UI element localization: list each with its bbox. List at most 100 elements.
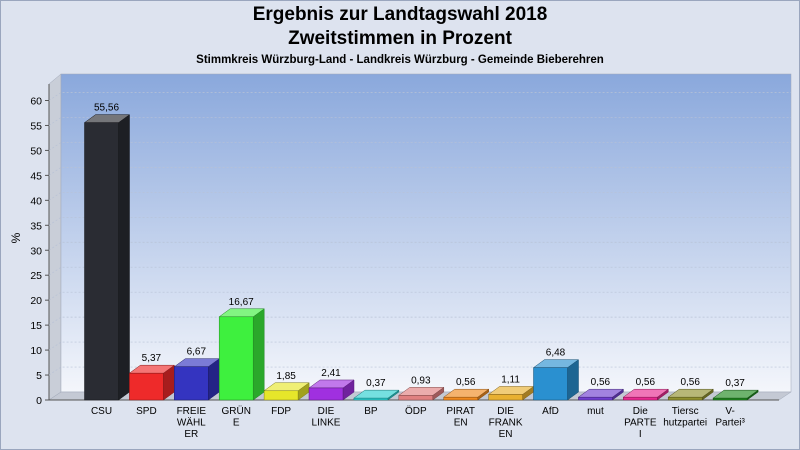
x-tick-label: V- xyxy=(725,406,734,417)
y-tick-label: 60 xyxy=(30,96,42,108)
y-tick-label: 55 xyxy=(30,120,42,132)
x-tick-label: AfD xyxy=(542,406,559,417)
grid-line xyxy=(48,291,791,301)
grid-line xyxy=(48,316,791,326)
data-label: 0,56 xyxy=(456,377,476,388)
bar xyxy=(173,358,221,401)
bar-front xyxy=(129,372,164,401)
data-label: 55,56 xyxy=(94,103,119,114)
data-label: 1,11 xyxy=(501,374,520,385)
bar-side xyxy=(118,114,130,401)
data-label: 0,37 xyxy=(366,378,386,389)
data-label: 16,67 xyxy=(229,297,254,308)
x-tick-label: BP xyxy=(364,406,378,417)
bar-front xyxy=(263,390,299,401)
bar xyxy=(577,388,625,401)
x-tick-label: PIRAT xyxy=(446,406,475,417)
data-label: 6,48 xyxy=(546,348,566,359)
x-tick-label: FRANK xyxy=(489,418,523,429)
grid-line xyxy=(48,191,791,201)
grid-line xyxy=(48,142,791,151)
bar xyxy=(667,388,714,401)
y-tick-label: 45 xyxy=(30,170,42,182)
x-tick-label: Tiersc xyxy=(672,406,699,417)
bar-front xyxy=(533,367,568,401)
grid-line xyxy=(48,92,791,101)
grid-line xyxy=(48,117,791,126)
plot-background xyxy=(60,73,792,393)
bar xyxy=(218,308,265,401)
x-tick-label: ER xyxy=(184,429,198,440)
bar xyxy=(712,389,759,401)
bar-side xyxy=(252,308,265,401)
grid-line xyxy=(48,167,791,176)
x-tick-label: LINKE xyxy=(312,418,341,429)
grid-line xyxy=(48,341,791,351)
y-tick-label: 50 xyxy=(30,145,42,157)
x-tick-label: PARTE xyxy=(624,418,657,429)
chart-title: Ergebnis zur Landtagswahl 2018 xyxy=(252,4,548,25)
bar-front xyxy=(218,316,254,401)
bar xyxy=(487,385,535,401)
grid-line xyxy=(48,216,791,226)
y-tick-label: 15 xyxy=(30,320,42,332)
bar xyxy=(308,379,355,401)
data-label: 5,37 xyxy=(142,353,162,364)
y-tick-label: 20 xyxy=(30,295,42,307)
bar-front xyxy=(174,366,209,401)
x-tick-label: FREIE xyxy=(177,406,207,417)
data-label: 6,67 xyxy=(187,347,207,358)
data-label: 0,56 xyxy=(680,377,700,388)
bar xyxy=(353,389,400,401)
x-tick-label: E xyxy=(233,418,240,429)
bar-front xyxy=(398,395,434,401)
x-tick-label: hutzpartei xyxy=(663,418,707,429)
bar-front xyxy=(667,396,703,401)
bar-front xyxy=(353,397,389,401)
x-tick-label: I xyxy=(639,429,642,440)
chart-subtitle: Stimmkreis Würzburg-Land - Landkreis Wür… xyxy=(196,54,604,66)
y-tick-label: 35 xyxy=(30,220,42,232)
bar xyxy=(128,364,176,401)
bar xyxy=(398,386,445,401)
bar-front xyxy=(443,396,478,401)
data-label: 0,37 xyxy=(725,378,745,389)
bar-front xyxy=(623,396,658,401)
bar-front xyxy=(308,387,344,401)
chart-title-2: Zweitstimmen in Prozent xyxy=(288,28,512,49)
data-label: 0,56 xyxy=(636,377,656,388)
x-tick-label: SPD xyxy=(136,406,157,417)
x-tick-label: DIE xyxy=(318,406,335,417)
x-tick-label: EN xyxy=(499,429,513,440)
x-tick-label: FDP xyxy=(271,406,291,417)
bar-front xyxy=(488,394,523,401)
bar xyxy=(83,114,131,401)
data-label: 0,56 xyxy=(591,377,611,388)
bar xyxy=(442,388,490,401)
y-tick-label: 0 xyxy=(36,395,42,407)
y-tick-label: 5 xyxy=(36,370,42,382)
x-tick-label: EN xyxy=(454,418,468,429)
bar xyxy=(622,388,670,401)
x-tick-label: mut xyxy=(587,406,604,417)
data-label: 0,93 xyxy=(411,375,431,386)
y-axis-label: % xyxy=(9,232,23,243)
grid-line xyxy=(48,266,791,276)
x-tick-label: Die xyxy=(633,406,648,417)
bar-front xyxy=(712,397,748,401)
y-tick-label: 25 xyxy=(30,270,42,282)
bar-front xyxy=(84,122,119,401)
x-tick-label: Partei³ xyxy=(715,418,745,429)
x-tick-label: CSU xyxy=(91,406,112,417)
y-tick-label: 40 xyxy=(30,195,42,207)
x-tick-label: DIE xyxy=(497,406,514,417)
grid-line xyxy=(48,241,791,251)
x-tick-label: WÄHL xyxy=(177,417,206,429)
x-tick-label: ÖDP xyxy=(405,405,427,417)
y-tick-label: 10 xyxy=(30,345,42,357)
y-tick-label: 30 xyxy=(30,245,42,257)
bar xyxy=(532,359,580,401)
x-tick-label: GRÜN xyxy=(221,405,250,417)
data-label: 1,85 xyxy=(276,371,296,382)
